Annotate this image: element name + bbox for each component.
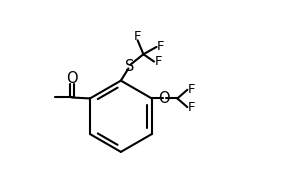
Text: O: O — [158, 91, 170, 106]
Text: F: F — [157, 40, 164, 53]
Text: F: F — [188, 83, 195, 96]
Text: F: F — [154, 55, 162, 68]
Text: F: F — [134, 30, 141, 43]
Text: F: F — [188, 101, 195, 114]
Text: S: S — [125, 59, 134, 74]
Text: O: O — [66, 71, 77, 86]
